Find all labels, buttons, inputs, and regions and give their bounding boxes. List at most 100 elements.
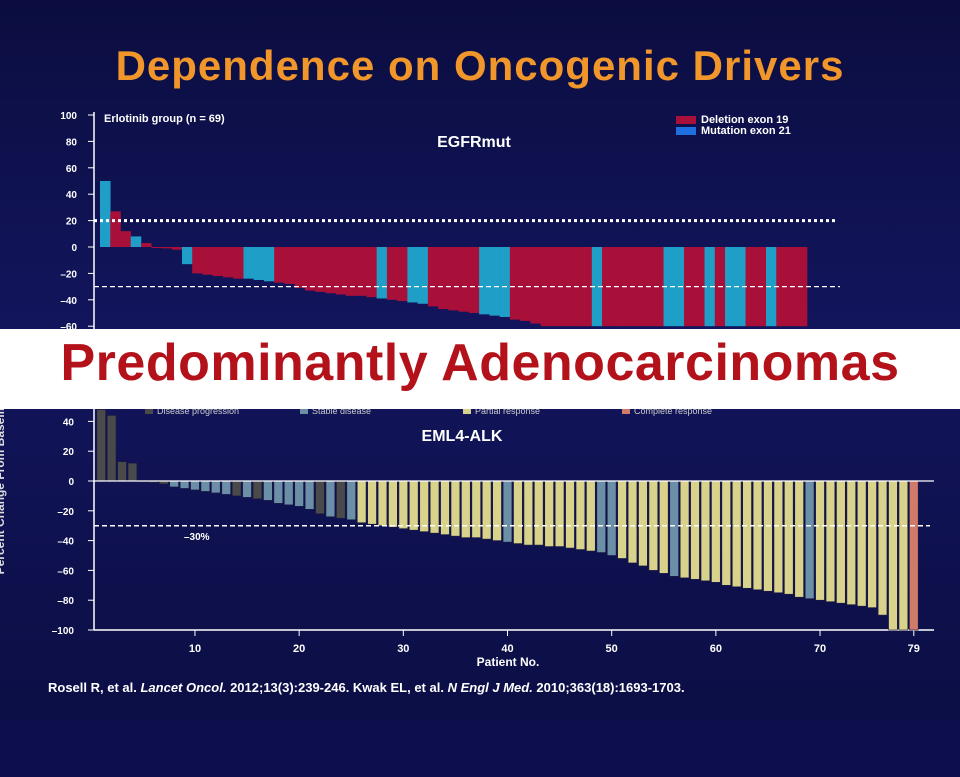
alk-bar (461, 480, 471, 538)
alk-bar (825, 480, 836, 602)
alk-panel: Disease progression Stable disease Parti… (52, 406, 934, 669)
egfr-bar (161, 247, 173, 249)
alk-bar (440, 480, 450, 535)
alk-bar (221, 480, 231, 495)
egfr-y-ticks: 100 80 60 40 20 0 –20 –40 –60 (60, 111, 94, 333)
egfr-bar (304, 247, 316, 291)
alk-x-tick-label: 50 (606, 643, 618, 655)
egfr-bar (110, 211, 121, 247)
egfr-bar (417, 247, 429, 304)
egfr-legend: Deletion exon 19 Mutation exon 21 (676, 114, 791, 137)
alk-bar (513, 480, 523, 544)
egfr-bar (479, 247, 490, 315)
egfr-y-tick-label: 80 (66, 137, 78, 148)
alk-bar (502, 480, 513, 543)
egfr-bar (438, 247, 449, 310)
egfr-bar (325, 247, 336, 294)
egfr-bar (356, 247, 367, 296)
alk-bar (898, 480, 909, 631)
alk-bar (492, 480, 502, 541)
alk-bar (304, 480, 315, 510)
alk-bar (784, 480, 794, 595)
y-axis-label: Percent Change From Baseline, % (0, 380, 7, 575)
alk-bar (325, 480, 336, 518)
egfr-bar (663, 247, 675, 327)
alk-bar (450, 480, 461, 537)
alk-bar (700, 480, 711, 582)
citation: Rosell R, et al. Lancet Oncol. 2012;13(3… (48, 680, 685, 695)
alk-bar (731, 480, 742, 588)
alk-bar (804, 480, 815, 600)
egfr-bar (397, 247, 408, 302)
egfr-y-tick-label: –60 (60, 322, 77, 333)
alk-bar (721, 480, 731, 586)
alk-y-tick-label: –100 (52, 626, 75, 637)
alk-bar (190, 480, 200, 491)
egfr-bar (694, 247, 705, 327)
egfr-panel: 100 80 60 40 20 0 –20 –40 –60 Erlotinib group (n… (60, 111, 840, 333)
legend-label-partial: Partial response (475, 406, 540, 416)
alk-title: EML4-ALK (422, 428, 503, 445)
alk-y-tick-label: –20 (57, 507, 74, 518)
alk-y-tick-label: –60 (57, 566, 74, 577)
alk-y-tick-label: –40 (57, 537, 74, 548)
alk-bar (294, 480, 304, 507)
alk-bar (690, 480, 700, 580)
alk-bar (273, 480, 284, 504)
alk-bar (242, 480, 252, 498)
egfr-y-tick-label: 20 (66, 217, 78, 228)
citation-part1: Rosell R, et al. (48, 680, 141, 695)
alk-bar (679, 480, 690, 579)
egfr-bar (345, 247, 357, 296)
legend-swatch-progression (145, 408, 153, 414)
alk-bar (638, 480, 648, 567)
egfr-bar (130, 236, 142, 247)
alk-bar (752, 480, 763, 591)
citation-journal1: Lancet Oncol. (140, 680, 227, 695)
alk-bar (377, 480, 388, 527)
alk-y-tick-label: 40 (63, 417, 75, 428)
alk-bar (419, 480, 429, 532)
egfr-bar (140, 243, 152, 247)
egfr-bar (100, 181, 111, 247)
egfr-bar (315, 247, 326, 292)
egfr-bar (243, 247, 254, 279)
alk-bar (284, 480, 294, 506)
egfr-bar (735, 247, 746, 327)
alk-bar (669, 480, 679, 577)
legend-swatch-partial (463, 408, 471, 414)
alk-bar (200, 480, 211, 492)
egfr-bar (704, 247, 716, 327)
alk-bar (773, 480, 784, 594)
legend-swatch-deletion (676, 116, 696, 124)
alk-bar (794, 480, 804, 598)
legend-label-mutation: Mutation exon 21 (701, 125, 791, 137)
alk-bar (544, 480, 554, 547)
alk-x-tick-label: 30 (397, 643, 409, 655)
alk-bar (888, 480, 898, 631)
egfr-bar (151, 247, 162, 248)
alk-y-tick-label: 20 (63, 447, 75, 458)
alk-bar (877, 480, 888, 616)
egfr-bar (202, 247, 214, 275)
alk-bar (169, 480, 179, 488)
alk-x-tick-label: 10 (189, 643, 201, 655)
alk-bar (356, 480, 367, 524)
egfr-bar (407, 247, 418, 303)
alk-bar (336, 480, 346, 519)
egfr-bar (192, 247, 203, 274)
egfr-bar (766, 247, 777, 327)
alk-y-ticks: 40 20 0 –20 –40 –60 –80 –100 (52, 417, 94, 637)
egfr-bar (171, 247, 183, 250)
alk-x-label: Patient No. (477, 655, 540, 669)
egfr-bar (427, 247, 439, 307)
egfr-bar (386, 247, 398, 300)
egfr-bar (509, 247, 521, 320)
alk-x-tick-label: 79 (908, 643, 920, 655)
alk-reference-label: –30% (184, 532, 210, 543)
egfr-bar (499, 247, 511, 317)
alk-bar (96, 409, 106, 482)
egfr-bar (448, 247, 459, 311)
egfr-y-tick-label: 40 (66, 190, 78, 201)
alk-bar (388, 480, 398, 528)
